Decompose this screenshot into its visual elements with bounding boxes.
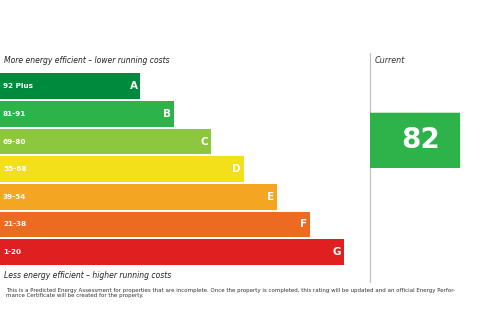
Text: E: E (267, 192, 274, 202)
Text: This is a Predicted Energy Assessment for properties that are incomplete. Once t: This is a Predicted Energy Assessment fo… (6, 288, 455, 299)
Text: D: D (232, 164, 241, 174)
Bar (0, 74, 141, 99)
Bar (0, 239, 344, 265)
Text: C: C (200, 137, 208, 147)
Text: G: G (332, 247, 341, 257)
Text: Less energy efficient – higher running costs: Less energy efficient – higher running c… (4, 271, 171, 280)
Text: 82: 82 (401, 126, 440, 154)
Bar (0, 101, 174, 127)
Text: Block C: Block C (257, 8, 319, 23)
Bar (0, 212, 311, 237)
Text: B: B (163, 109, 171, 119)
Text: Predicted Energy Assessment:: Predicted Energy Assessment: (5, 19, 232, 32)
Text: Plots 189, 190, 191 & 195: Plots 189, 190, 191 & 195 (257, 33, 384, 43)
Text: More energy efficient – lower running costs: More energy efficient – lower running co… (4, 56, 169, 65)
Text: 92 Plus: 92 Plus (3, 83, 33, 89)
Text: 81-91: 81-91 (3, 111, 26, 117)
Bar (0, 184, 277, 210)
Text: Current: Current (374, 56, 405, 65)
Text: 55-68: 55-68 (3, 166, 26, 172)
Text: F: F (300, 220, 308, 229)
Bar (0, 156, 244, 182)
Polygon shape (354, 113, 460, 168)
Text: 21-38: 21-38 (3, 221, 26, 228)
Text: 69-80: 69-80 (3, 139, 26, 145)
Text: 1-20: 1-20 (3, 249, 21, 255)
Text: A: A (130, 81, 137, 91)
Bar (0, 129, 211, 154)
Text: 39-54: 39-54 (3, 194, 26, 200)
